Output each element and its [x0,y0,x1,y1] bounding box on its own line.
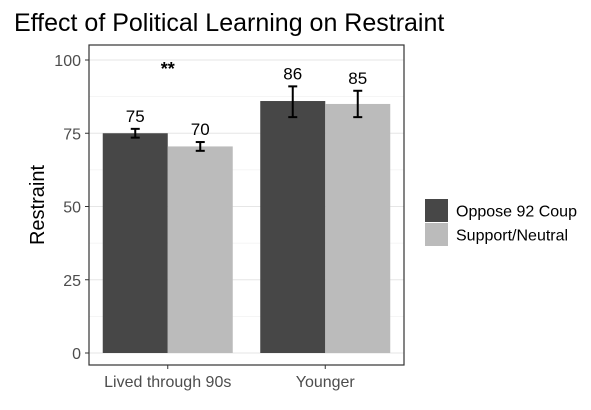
y-axis-label: Restraint [27,165,49,245]
y-axis: 0 25 50 75 100 [54,53,89,363]
chart-title: Effect of Political Learning on Restrain… [14,9,444,37]
legend-label: Oppose 92 Coup [456,204,577,221]
data-label: 86 [283,64,302,83]
data-label: 75 [126,107,145,126]
legend-key [425,199,448,222]
data-label: 70 [191,120,210,139]
x-axis: Lived through 90s Younger [104,365,355,391]
bars [102,101,391,354]
data-label: 85 [348,69,367,88]
legend-key [425,223,448,246]
y-tick-label: 100 [54,53,81,70]
x-tick-label: Lived through 90s [104,374,231,391]
legend-label: Support/Neutral [456,228,568,245]
data-labels: 75 70 86 85 [126,64,367,139]
y-tick-label: 25 [63,273,81,290]
legend: Oppose 92 Coup Support/Neutral [425,199,577,246]
plot-border [88,44,405,366]
significance-annotation: ** [161,59,175,79]
annotations: ** [161,59,175,79]
bar [102,133,168,353]
bar [167,146,233,353]
error-bars [130,85,363,152]
y-tick-label: 75 [63,126,81,143]
y-tick-label: 0 [72,346,81,363]
y-tick-label: 50 [63,200,81,217]
x-tick-label: Younger [296,374,356,391]
bar [260,101,326,354]
bar [325,103,391,353]
